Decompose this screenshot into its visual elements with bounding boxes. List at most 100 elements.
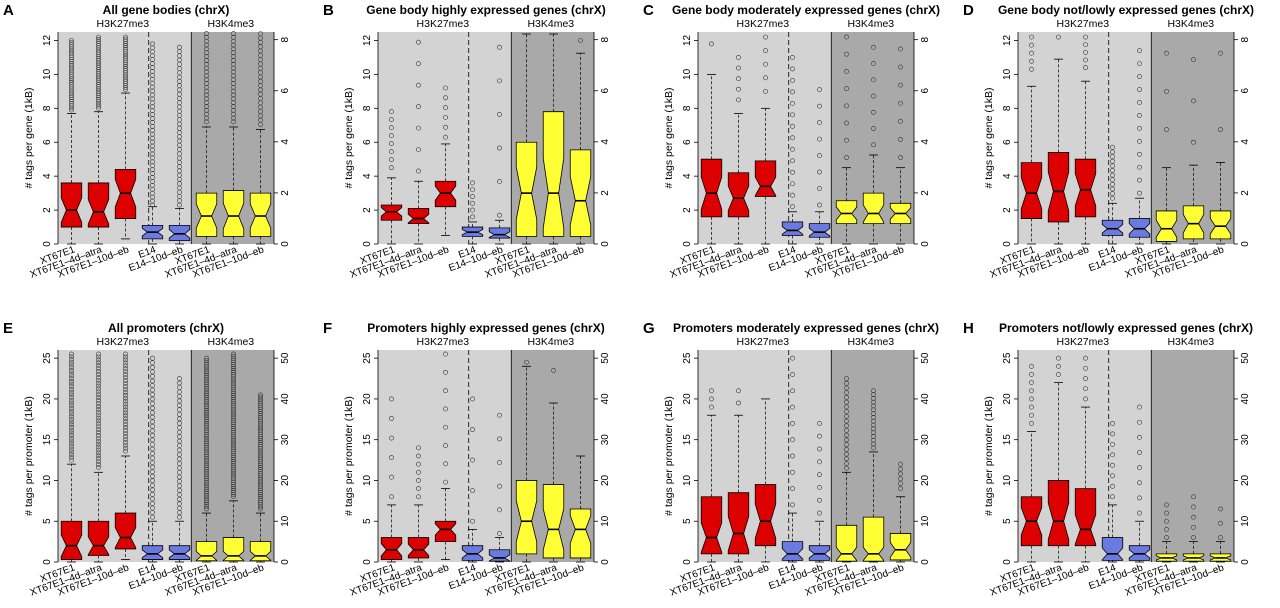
outlier-point — [1191, 524, 1196, 530]
panel-b: B Gene body highly expressed genes (chrX)… — [323, 2, 611, 281]
outlier-point — [790, 372, 795, 377]
outlier-point — [389, 435, 394, 441]
outlier-point — [204, 355, 209, 361]
box-8 — [1209, 506, 1232, 563]
outlier-point — [416, 469, 421, 475]
box-body — [700, 158, 723, 218]
box-body — [569, 149, 592, 237]
box-body — [1074, 488, 1097, 547]
outlier-point — [736, 97, 741, 103]
outlier-point — [1029, 372, 1034, 377]
outlier-point — [96, 403, 101, 409]
left-tick-label: 25 — [42, 352, 53, 364]
outlier-point — [150, 410, 155, 416]
outlier-point — [389, 109, 394, 115]
right-tick-label: 6 — [920, 88, 931, 94]
box-4 — [1101, 144, 1124, 245]
outlier-point — [844, 137, 849, 143]
outlier-point — [150, 501, 155, 506]
outlier-point — [871, 441, 876, 447]
outlier-point — [150, 487, 155, 493]
outlier-point — [69, 457, 74, 463]
box-1 — [700, 388, 723, 563]
outlier-point — [123, 354, 128, 360]
outlier-point — [1137, 48, 1142, 54]
right-tick-label: 50 — [600, 352, 611, 364]
outlier-point — [817, 136, 822, 142]
box-body — [1020, 162, 1043, 219]
outlier-point — [69, 414, 74, 419]
outlier-point — [1110, 181, 1115, 187]
outlier-point — [1164, 50, 1169, 56]
left-tick-label: 0 — [42, 559, 53, 565]
outlier-point — [790, 158, 795, 164]
outlier-point — [231, 88, 236, 94]
outlier-point — [69, 357, 74, 362]
outlier-point — [231, 58, 236, 63]
outlier-point — [1029, 58, 1034, 64]
outlier-point — [1137, 100, 1142, 105]
outlier-point — [1110, 473, 1115, 479]
box-7 — [542, 367, 565, 563]
outlier-point — [497, 145, 502, 151]
outlier-point — [1137, 61, 1142, 67]
box-body — [488, 227, 511, 239]
left-tick-label: 0 — [682, 559, 693, 565]
box-5 — [1128, 48, 1151, 245]
h3k4me3-background — [1151, 350, 1234, 562]
outlier-point — [736, 86, 741, 92]
outlier-point — [204, 73, 209, 79]
outlier-point — [1110, 483, 1115, 489]
outlier-point — [1137, 465, 1142, 471]
outlier-point — [898, 100, 903, 106]
box-8 — [889, 461, 912, 563]
outlier-point — [416, 168, 421, 174]
histone-label-h3k4me3: H3K4me3 — [847, 18, 894, 30]
outlier-point — [204, 31, 209, 36]
outlier-point — [443, 461, 448, 467]
outlier-point — [790, 404, 795, 410]
outlier-point — [443, 105, 448, 111]
box-body — [1209, 210, 1232, 240]
box-body — [249, 541, 272, 562]
box-1 — [700, 41, 723, 245]
outlier-point — [96, 415, 101, 421]
outlier-point — [1029, 50, 1034, 56]
outlier-point — [790, 135, 795, 141]
left-tick-label: 15 — [42, 434, 53, 446]
outlier-point — [443, 388, 448, 394]
outlier-point — [123, 34, 128, 40]
left-tick-label: 2 — [42, 207, 53, 213]
box-body — [168, 545, 191, 560]
outlier-point — [1110, 431, 1115, 437]
outlier-point — [96, 366, 101, 372]
outlier-point — [790, 181, 795, 187]
outlier-point — [96, 372, 101, 377]
outlier-point — [69, 454, 74, 460]
outlier-point — [817, 87, 822, 93]
box-6 — [835, 376, 858, 563]
outlier-point — [123, 372, 128, 378]
outlier-point — [1164, 535, 1169, 540]
outlier-point — [150, 492, 155, 497]
outlier-point — [1137, 450, 1142, 455]
outlier-point — [96, 421, 101, 427]
outlier-point — [416, 104, 421, 110]
right-tick-label: 50 — [920, 352, 931, 364]
outlier-point — [389, 396, 394, 402]
outlier-point — [1083, 396, 1088, 402]
box-body — [380, 204, 403, 221]
right-tick-label: 2 — [920, 190, 931, 196]
outlier-point — [1083, 42, 1088, 48]
outlier-point — [231, 353, 236, 359]
outlier-point — [898, 137, 903, 142]
outlier-point — [790, 388, 795, 394]
box-3 — [434, 85, 457, 236]
panel-title: All promoters (chrX) — [108, 321, 224, 335]
outlier-point — [150, 446, 155, 452]
outlier-point — [123, 439, 128, 445]
box-2 — [87, 34, 110, 245]
outlier-point — [150, 364, 155, 370]
outlier-point — [69, 397, 74, 403]
outlier-point — [470, 207, 475, 213]
